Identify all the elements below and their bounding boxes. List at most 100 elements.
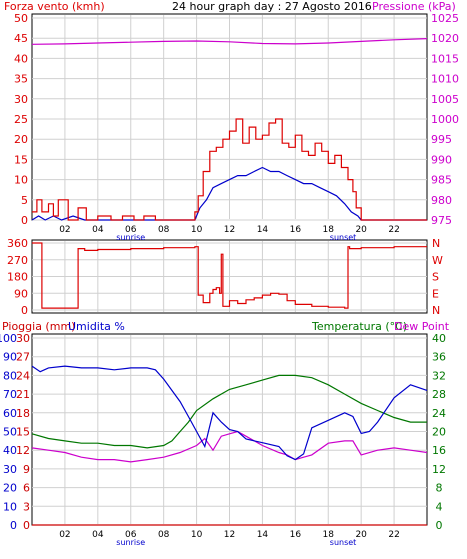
hour-tick-label: 22 xyxy=(388,225,399,235)
temperature-tick-label: 8 xyxy=(436,482,443,495)
temperature-tick-label: 20 xyxy=(432,426,446,439)
wind-tick-label: 50 xyxy=(14,12,28,25)
temperature-tick-label: 24 xyxy=(432,407,446,420)
humidity-tick-label: 0 xyxy=(10,519,17,532)
hour-tick-label: 08 xyxy=(158,225,170,235)
hour-tick-label: 10 xyxy=(191,530,203,540)
rain-tick-label: 18 xyxy=(16,407,30,420)
temperature-tick-label: 28 xyxy=(432,388,446,401)
hour-tick-label: 14 xyxy=(257,225,269,235)
compass-label: W xyxy=(432,254,443,267)
sunrise-marker: sunrise xyxy=(116,538,145,547)
humidity-line xyxy=(31,365,428,461)
rain-tick-label: 0 xyxy=(23,519,30,532)
hour-tick-label: 12 xyxy=(224,225,235,235)
sunset-marker: sunset xyxy=(330,538,357,547)
hour-tick-label: 02 xyxy=(59,225,70,235)
wind-tick-label: 35 xyxy=(14,73,28,86)
humidity-tick-label: 80 xyxy=(3,369,17,382)
temperature-tick-label: 12 xyxy=(432,463,446,476)
hour-tick-label: 12 xyxy=(224,530,235,540)
pressure-tick-label: 995 xyxy=(431,133,452,146)
pressure-tick-label: 975 xyxy=(431,214,452,227)
rain-tick-label: 9 xyxy=(23,463,30,476)
temperature-axis-label: Temperatura (°C) xyxy=(311,320,407,333)
temperature-tick-label: 0 xyxy=(436,519,443,532)
wind-axis-label: Forza vento (kmh) xyxy=(4,0,105,13)
rain-tick-label: 6 xyxy=(23,482,30,495)
wind-tick-label: 25 xyxy=(14,113,28,126)
compass-label: S xyxy=(432,271,439,284)
rain-tick-label: 12 xyxy=(16,444,30,457)
wind-tick-label: 15 xyxy=(14,153,28,166)
hour-tick-label: 18 xyxy=(323,530,335,540)
wind-tick-label: 30 xyxy=(14,93,28,106)
wind-tick-label: 10 xyxy=(14,174,28,187)
wind-tick-label: 20 xyxy=(14,133,28,146)
temperature-tick-label: 32 xyxy=(432,369,446,382)
hour-tick-label: 16 xyxy=(290,225,302,235)
temperature-tick-label: 16 xyxy=(432,444,446,457)
wind-line xyxy=(32,118,427,221)
humidity-tick-label: 30 xyxy=(3,463,17,476)
pressure-tick-label: 1000 xyxy=(431,113,459,126)
direction-tick-label: 360 xyxy=(7,237,28,250)
pressure-tick-label: 1005 xyxy=(431,93,459,106)
pressure-axis-label: Pressione (kPa) xyxy=(372,0,456,13)
pressure-tick-label: 1015 xyxy=(431,52,459,65)
humidity-tick-label: 90 xyxy=(3,351,17,364)
direction-line xyxy=(32,242,427,309)
series xyxy=(31,38,428,526)
rain-tick-label: 27 xyxy=(16,351,30,364)
direction-tick-label: 180 xyxy=(7,271,28,284)
hour-tick-label: 18 xyxy=(323,225,335,235)
pressure-tick-label: 1020 xyxy=(431,32,459,45)
hour-tick-label: 10 xyxy=(191,225,203,235)
sunrise-marker: sunrise xyxy=(116,233,145,242)
direction-tick-label: 270 xyxy=(7,254,28,267)
dewpoint-axis-label: Dew Point xyxy=(394,320,450,333)
compass-label: N xyxy=(432,304,440,317)
humidity-tick-label: 20 xyxy=(3,482,17,495)
hour-tick-label: 04 xyxy=(92,225,104,235)
hour-tick-label: 08 xyxy=(158,530,170,540)
sunset-marker: sunset xyxy=(330,233,357,242)
temperature-line xyxy=(31,374,427,449)
hour-tick-label: 16 xyxy=(290,530,302,540)
humidity-tick-label: 60 xyxy=(3,407,17,420)
rain-tick-label: 24 xyxy=(16,369,30,382)
direction-tick-label: 90 xyxy=(14,287,28,300)
wind-tick-label: 45 xyxy=(14,32,28,45)
rain-axis-label: Pioggia (mm) xyxy=(2,320,75,333)
humidity-tick-label: 10 xyxy=(3,500,17,513)
humidity-tick-label: 50 xyxy=(3,426,17,439)
rain-tick-label: 30 xyxy=(16,332,30,345)
humidity-axis-label: Umidita % xyxy=(68,320,125,333)
pressure-tick-label: 985 xyxy=(431,174,452,187)
wind-tick-label: 40 xyxy=(14,52,28,65)
temperature-tick-label: 40 xyxy=(432,332,446,345)
pressure-tick-label: 980 xyxy=(431,194,452,207)
pressure-tick-label: 990 xyxy=(431,153,452,166)
pressure-line xyxy=(31,38,428,45)
hour-tick-label: 06 xyxy=(125,530,137,540)
axes: 0510152025303540455097598098599099510001… xyxy=(0,12,459,547)
compass-label: E xyxy=(432,287,439,300)
temperature-tick-label: 36 xyxy=(432,351,446,364)
direction-tick-label: 0 xyxy=(21,304,28,317)
hour-tick-label: 14 xyxy=(257,530,269,540)
pressure-tick-label: 1025 xyxy=(431,12,459,25)
hour-tick-label: 04 xyxy=(92,530,104,540)
humidity-tick-label: 100 xyxy=(0,332,17,345)
humidity-tick-label: 70 xyxy=(3,388,17,401)
pressure-tick-label: 1010 xyxy=(431,73,459,86)
hour-tick-label: 22 xyxy=(388,530,399,540)
chart-title: 24 hour graph day : 27 Agosto 2016 xyxy=(172,0,372,13)
rain-tick-label: 15 xyxy=(16,426,30,439)
wind-tick-label: 0 xyxy=(21,214,28,227)
rain-tick-label: 3 xyxy=(23,500,30,513)
hour-tick-label: 06 xyxy=(125,225,137,235)
rain-tick-label: 21 xyxy=(16,388,30,401)
hour-tick-label: 20 xyxy=(355,225,367,235)
